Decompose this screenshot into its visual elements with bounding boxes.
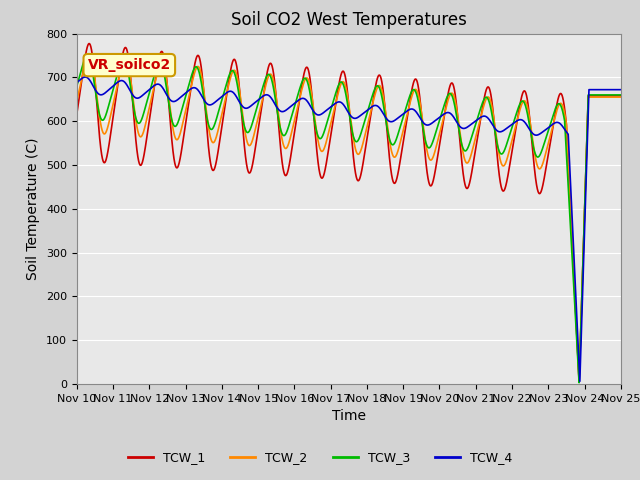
TCW_1 [339,68,347,74]
TCW_1 [73,111,81,117]
TCW_1 [180,135,188,141]
TCW_1 [575,378,583,384]
TCW_1 [106,139,113,145]
TCW_2 [85,52,93,58]
TCW_1 [617,93,625,99]
TCW_2 [95,113,103,119]
Line: TCW_4: TCW_4 [77,77,621,381]
TCW_4 [73,80,81,85]
Legend: TCW_1, TCW_2, TCW_3, TCW_4: TCW_1, TCW_2, TCW_3, TCW_4 [123,446,517,469]
TCW_2 [180,117,188,123]
Text: VR_soilco2: VR_soilco2 [88,58,171,72]
TCW_3 [588,92,596,98]
TCW_3 [83,52,91,58]
TCW_4 [81,74,89,80]
TCW_2 [76,87,83,93]
Title: Soil CO2 West Temperatures: Soil CO2 West Temperatures [231,11,467,29]
TCW_1 [76,95,83,100]
TCW_2 [339,79,347,84]
TCW_3 [575,380,583,385]
TCW_3 [95,111,103,117]
TCW_1 [85,41,93,47]
TCW_4 [339,101,347,107]
TCW_4 [76,78,83,84]
Line: TCW_2: TCW_2 [77,55,621,380]
TCW_2 [73,98,81,104]
TCW_3 [180,101,188,107]
TCW_1 [95,132,103,138]
TCW_2 [617,94,625,100]
TCW_4 [588,87,596,93]
X-axis label: Time: Time [332,409,366,423]
Y-axis label: Soil Temperature (C): Soil Temperature (C) [26,138,40,280]
TCW_2 [575,377,583,383]
TCW_3 [339,81,347,86]
Line: TCW_1: TCW_1 [77,44,621,381]
TCW_1 [588,93,596,99]
TCW_3 [73,84,81,89]
TCW_2 [106,118,113,123]
TCW_4 [95,92,103,97]
TCW_4 [617,87,625,93]
TCW_4 [576,378,584,384]
TCW_3 [106,100,113,106]
TCW_4 [106,86,113,92]
TCW_4 [180,92,188,98]
TCW_3 [617,92,625,98]
TCW_2 [588,94,596,100]
Line: TCW_3: TCW_3 [77,55,621,383]
TCW_3 [76,74,83,80]
